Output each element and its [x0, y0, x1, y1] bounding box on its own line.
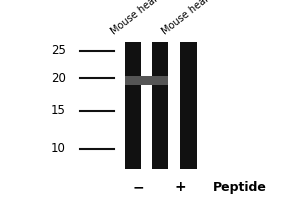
- Text: Mouse heart: Mouse heart: [109, 0, 164, 37]
- Text: 15: 15: [51, 104, 66, 117]
- Bar: [152, 42, 168, 169]
- Text: 25: 25: [51, 45, 66, 58]
- Text: 20: 20: [51, 72, 66, 84]
- Bar: [124, 42, 141, 169]
- Bar: [124, 75, 168, 84]
- Bar: [180, 42, 196, 169]
- Text: 10: 10: [51, 142, 66, 156]
- Text: Peptide: Peptide: [213, 180, 267, 194]
- Text: Mouse heart: Mouse heart: [160, 0, 214, 37]
- Text: +: +: [174, 180, 186, 194]
- Text: −: −: [132, 180, 144, 194]
